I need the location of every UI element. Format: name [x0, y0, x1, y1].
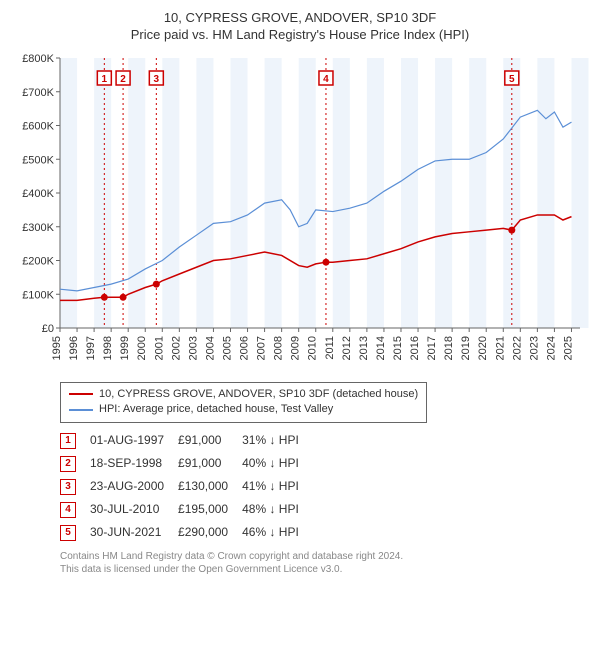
- table-row: 5 30-JUN-2021£290,00046% ↓ HPI: [60, 521, 313, 544]
- svg-text:2001: 2001: [153, 336, 165, 360]
- chart-title-line1: 10, CYPRESS GROVE, ANDOVER, SP10 3DF: [10, 10, 590, 27]
- event-date: 30-JUL-2010: [90, 498, 178, 521]
- legend-row: 10, CYPRESS GROVE, ANDOVER, SP10 3DF (de…: [69, 387, 418, 402]
- svg-text:2004: 2004: [204, 336, 216, 360]
- svg-text:£200K: £200K: [22, 255, 54, 267]
- svg-text:2019: 2019: [460, 336, 472, 360]
- event-price: £130,000: [178, 475, 242, 498]
- legend-row: HPI: Average price, detached house, Test…: [69, 402, 418, 417]
- svg-text:£800K: £800K: [22, 53, 54, 65]
- svg-text:2023: 2023: [528, 336, 540, 360]
- svg-text:2016: 2016: [409, 336, 421, 360]
- svg-text:2005: 2005: [221, 336, 233, 360]
- svg-text:1995: 1995: [51, 336, 63, 360]
- event-date: 30-JUN-2021: [90, 521, 178, 544]
- price-chart: £0 £100K £200K £300K £400K £500K £600K £700K £80…: [10, 48, 590, 378]
- svg-text:£500K: £500K: [22, 154, 54, 166]
- svg-text:2022: 2022: [511, 336, 523, 360]
- event-price: £91,000: [178, 429, 242, 452]
- event-number-box: 2: [60, 456, 76, 472]
- footer-line1: Contains HM Land Registry data © Crown c…: [60, 550, 590, 563]
- event-diff: 48% ↓ HPI: [242, 498, 313, 521]
- legend-label: HPI: Average price, detached house, Test…: [99, 402, 333, 417]
- svg-text:2003: 2003: [187, 336, 199, 360]
- svg-text:1999: 1999: [119, 336, 131, 360]
- event-number-box: 3: [60, 479, 76, 495]
- svg-text:£300K: £300K: [22, 222, 54, 234]
- svg-text:2011: 2011: [324, 336, 336, 360]
- legend-swatch: [69, 409, 93, 411]
- event-date: 18-SEP-1998: [90, 452, 178, 475]
- svg-text:2002: 2002: [170, 336, 182, 360]
- event-diff: 41% ↓ HPI: [242, 475, 313, 498]
- svg-text:2006: 2006: [239, 336, 251, 360]
- svg-text:2009: 2009: [290, 336, 302, 360]
- event-diff: 46% ↓ HPI: [242, 521, 313, 544]
- event-price: £91,000: [178, 452, 242, 475]
- svg-text:£100K: £100K: [22, 289, 54, 301]
- footer-line2: This data is licensed under the Open Gov…: [60, 563, 590, 576]
- svg-text:£600K: £600K: [22, 120, 54, 132]
- svg-text:2018: 2018: [443, 336, 455, 360]
- svg-text:£0: £0: [42, 323, 54, 335]
- svg-text:2015: 2015: [392, 336, 404, 360]
- table-row: 3 23-AUG-2000£130,00041% ↓ HPI: [60, 475, 313, 498]
- svg-text:3: 3: [154, 74, 160, 85]
- svg-text:1998: 1998: [102, 336, 114, 360]
- svg-text:2017: 2017: [426, 336, 438, 360]
- legend-swatch: [69, 393, 93, 395]
- svg-text:1: 1: [102, 74, 108, 85]
- svg-text:4: 4: [323, 74, 329, 85]
- svg-text:2014: 2014: [375, 336, 387, 360]
- svg-text:2025: 2025: [562, 336, 574, 360]
- svg-text:1997: 1997: [85, 336, 97, 360]
- event-number-box: 5: [60, 525, 76, 541]
- legend-label: 10, CYPRESS GROVE, ANDOVER, SP10 3DF (de…: [99, 387, 418, 402]
- table-row: 2 18-SEP-1998£91,00040% ↓ HPI: [60, 452, 313, 475]
- svg-text:2: 2: [120, 74, 126, 85]
- table-row: 4 30-JUL-2010£195,00048% ↓ HPI: [60, 498, 313, 521]
- event-price: £290,000: [178, 521, 242, 544]
- chart-title-line2: Price paid vs. HM Land Registry's House …: [10, 27, 590, 44]
- svg-text:2012: 2012: [341, 336, 353, 360]
- svg-text:2000: 2000: [136, 336, 148, 360]
- table-row: 1 01-AUG-1997£91,00031% ↓ HPI: [60, 429, 313, 452]
- svg-text:£400K: £400K: [22, 188, 54, 200]
- svg-text:£700K: £700K: [22, 87, 54, 99]
- svg-text:1996: 1996: [68, 336, 80, 360]
- footer: Contains HM Land Registry data © Crown c…: [60, 550, 590, 576]
- svg-text:2020: 2020: [477, 336, 489, 360]
- event-diff: 31% ↓ HPI: [242, 429, 313, 452]
- svg-text:2013: 2013: [358, 336, 370, 360]
- svg-text:2008: 2008: [273, 336, 285, 360]
- svg-text:2007: 2007: [256, 336, 268, 360]
- events-table: 1 01-AUG-1997£91,00031% ↓ HPI 2 18-SEP-1998…: [60, 429, 313, 544]
- event-price: £195,000: [178, 498, 242, 521]
- event-number-box: 4: [60, 502, 76, 518]
- svg-text:5: 5: [509, 74, 515, 85]
- event-diff: 40% ↓ HPI: [242, 452, 313, 475]
- legend: 10, CYPRESS GROVE, ANDOVER, SP10 3DF (de…: [60, 382, 427, 423]
- event-date: 01-AUG-1997: [90, 429, 178, 452]
- svg-text:2010: 2010: [307, 336, 319, 360]
- event-number-box: 1: [60, 433, 76, 449]
- svg-text:2021: 2021: [494, 336, 506, 360]
- svg-text:2024: 2024: [545, 336, 557, 360]
- event-date: 23-AUG-2000: [90, 475, 178, 498]
